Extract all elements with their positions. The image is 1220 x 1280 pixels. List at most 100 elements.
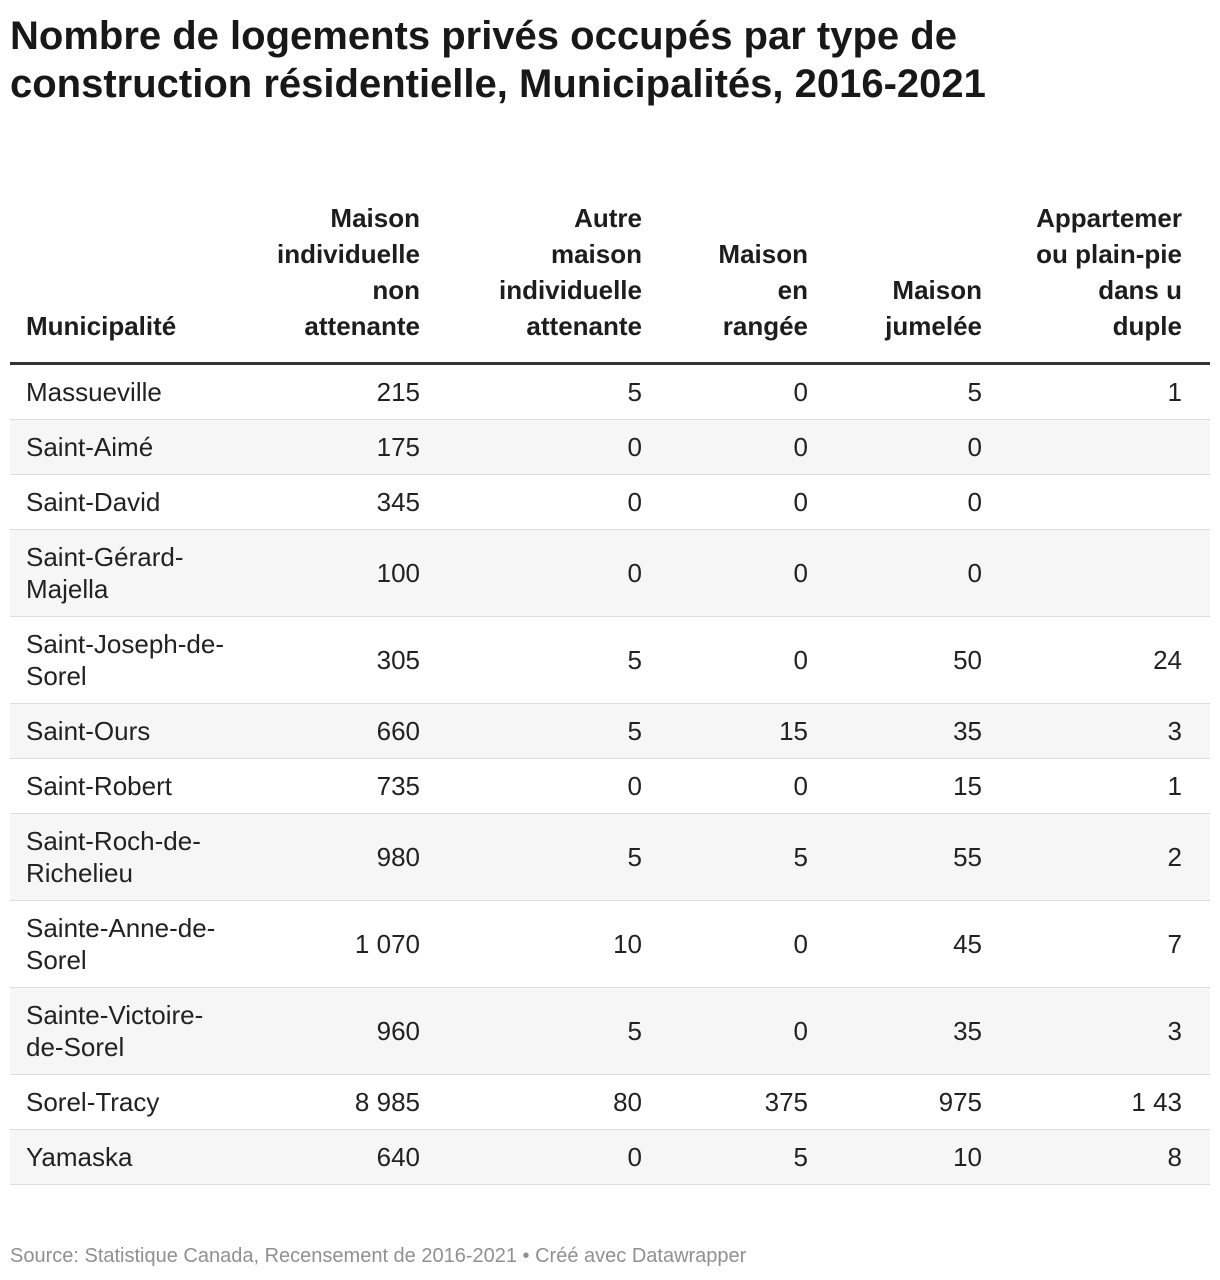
table-body: Massueville 215 5 0 5 1 Saint-Aimé 175 0 0 0 Saint-…: [10, 363, 1210, 1185]
cell-municipalite: Saint-Aimé: [10, 419, 232, 475]
cell-municipalite: Yamaska: [10, 1129, 232, 1185]
cell-maison-jumelee: 0: [808, 529, 982, 617]
column-header-municipalite[interactable]: Municipalité: [10, 200, 232, 365]
column-header-line: Maison: [330, 203, 420, 233]
cell-autre-maison-individuelle-attenante: 5: [420, 363, 642, 420]
source-note: Source: Statistique Canada, Recensement …: [10, 1245, 747, 1267]
cell-municipalite: Saint-David: [10, 474, 232, 530]
cell-appartement-duplex: 1: [982, 363, 1210, 420]
cell-maison-individuelle-non-attenante: 100: [232, 529, 420, 617]
cell-autre-maison-individuelle-attenante: 0: [420, 529, 642, 617]
cell-autre-maison-individuelle-attenante: 10: [420, 900, 642, 988]
cell-appartement-duplex: 1 43: [982, 1074, 1210, 1130]
cell-maison-individuelle-non-attenante: 215: [232, 363, 420, 420]
column-header-line: Maison: [718, 239, 808, 269]
cell-maison-individuelle-non-attenante: 305: [232, 616, 420, 704]
table-row: Sorel-Tracy 8 985 80 375 975 1 43: [10, 1074, 1210, 1130]
cell-maison-jumelee: 5: [808, 363, 982, 420]
column-header-appartement-duplex[interactable]: Appartemer ou plain-pie dans u duple: [982, 200, 1210, 365]
cell-municipalite: Saint-Joseph-de-Sorel: [10, 616, 232, 704]
cell-maison-en-rangee: 0: [642, 529, 808, 617]
cell-autre-maison-individuelle-attenante: 5: [420, 703, 642, 759]
cell-maison-jumelee: 50: [808, 616, 982, 704]
cell-appartement-duplex: 8: [982, 1129, 1210, 1185]
column-header-line: Autre: [574, 203, 642, 233]
cell-maison-jumelee: 45: [808, 900, 982, 988]
cell-maison-individuelle-non-attenante: 640: [232, 1129, 420, 1185]
table-row: Saint-Ours 660 5 15 35 3: [10, 703, 1210, 759]
column-header-line: Maison: [892, 275, 982, 305]
cell-maison-en-rangee: 0: [642, 474, 808, 530]
column-header-maison-en-rangee[interactable]: Maison en rangée: [642, 200, 808, 365]
table-row: Saint-Joseph-de-Sorel 305 5 0 50 24: [10, 616, 1210, 704]
column-header-maison-jumelee[interactable]: Maison jumelée: [808, 200, 982, 365]
column-header-line: attenante: [526, 311, 642, 341]
cell-appartement-duplex: [982, 474, 1210, 530]
column-header-line: individuelle: [276, 239, 420, 269]
cell-autre-maison-individuelle-attenante: 0: [420, 419, 642, 475]
cell-maison-individuelle-non-attenante: 345: [232, 474, 420, 530]
cell-maison-individuelle-non-attenante: 980: [232, 813, 420, 901]
cell-maison-en-rangee: 15: [642, 703, 808, 759]
cell-maison-individuelle-non-attenante: 960: [232, 987, 420, 1075]
cell-autre-maison-individuelle-attenante: 0: [420, 1129, 642, 1185]
cell-appartement-duplex: 7: [982, 900, 1210, 988]
table-row: Sainte-Anne-de-Sorel 1 070 10 0 45 7: [10, 900, 1210, 988]
cell-maison-en-rangee: 0: [642, 758, 808, 814]
data-table-container: Municipalité Maison individuelle non attena…: [10, 200, 1210, 1185]
table-row: Sainte-Victoire-de-Sorel 960 5 0 35 3: [10, 987, 1210, 1075]
cell-appartement-duplex: 3: [982, 987, 1210, 1075]
table-row: Saint-Gérard-Majella 100 0 0 0: [10, 529, 1210, 617]
cell-autre-maison-individuelle-attenante: 80: [420, 1074, 642, 1130]
cell-maison-jumelee: 15: [808, 758, 982, 814]
cell-maison-en-rangee: 0: [642, 419, 808, 475]
column-header-autre-maison-individuelle-attenante[interactable]: Autre maison individuelle attenante: [420, 200, 642, 365]
column-header-line: duple: [1112, 311, 1182, 341]
cell-municipalite: Saint-Gérard-Majella: [10, 529, 232, 617]
column-header-line: en: [777, 275, 808, 305]
column-header-line: Municipalité: [26, 311, 177, 341]
cell-maison-jumelee: 0: [808, 419, 982, 475]
cell-maison-individuelle-non-attenante: 8 985: [232, 1074, 420, 1130]
cell-maison-individuelle-non-attenante: 1 070: [232, 900, 420, 988]
column-header-line: individuelle: [498, 275, 642, 305]
column-header-line: jumelée: [885, 311, 982, 341]
chart-title: Nombre de logements privés occupés par t…: [10, 14, 986, 106]
column-header-line: maison: [550, 239, 642, 269]
cell-appartement-duplex: 3: [982, 703, 1210, 759]
table-row: Yamaska 640 0 5 10 8: [10, 1129, 1210, 1185]
column-header-line: Appartemer: [1036, 203, 1182, 233]
column-header-line: rangée: [722, 311, 808, 341]
cell-maison-jumelee: 975: [808, 1074, 982, 1130]
column-header-line: dans u: [1098, 275, 1182, 305]
cell-maison-en-rangee: 0: [642, 616, 808, 704]
cell-maison-en-rangee: 0: [642, 363, 808, 420]
cell-maison-individuelle-non-attenante: 175: [232, 419, 420, 475]
cell-municipalite: Sorel-Tracy: [10, 1074, 232, 1130]
table-row: Saint-Aimé 175 0 0 0: [10, 419, 1210, 475]
cell-municipalite: Saint-Robert: [10, 758, 232, 814]
cell-maison-en-rangee: 375: [642, 1074, 808, 1130]
cell-autre-maison-individuelle-attenante: 5: [420, 813, 642, 901]
column-header-line: non: [372, 275, 420, 305]
cell-autre-maison-individuelle-attenante: 5: [420, 616, 642, 704]
column-header-maison-individuelle-non-attenante[interactable]: Maison individuelle non attenante: [232, 200, 420, 365]
cell-municipalite: Massueville: [10, 363, 232, 420]
cell-maison-individuelle-non-attenante: 660: [232, 703, 420, 759]
cell-maison-individuelle-non-attenante: 735: [232, 758, 420, 814]
table-row: Saint-Robert 735 0 0 15 1: [10, 758, 1210, 814]
cell-maison-en-rangee: 5: [642, 1129, 808, 1185]
cell-maison-en-rangee: 0: [642, 900, 808, 988]
table-row: Massueville 215 5 0 5 1: [10, 363, 1210, 420]
cell-appartement-duplex: [982, 419, 1210, 475]
cell-maison-jumelee: 55: [808, 813, 982, 901]
cell-municipalite: Sainte-Victoire-de-Sorel: [10, 987, 232, 1075]
cell-appartement-duplex: 2: [982, 813, 1210, 901]
cell-maison-en-rangee: 5: [642, 813, 808, 901]
column-header-line: attenante: [304, 311, 420, 341]
cell-maison-jumelee: 10: [808, 1129, 982, 1185]
table-header: Municipalité Maison individuelle non attena…: [10, 200, 1210, 365]
cell-maison-jumelee: 35: [808, 987, 982, 1075]
cell-maison-jumelee: 35: [808, 703, 982, 759]
cell-appartement-duplex: 1: [982, 758, 1210, 814]
